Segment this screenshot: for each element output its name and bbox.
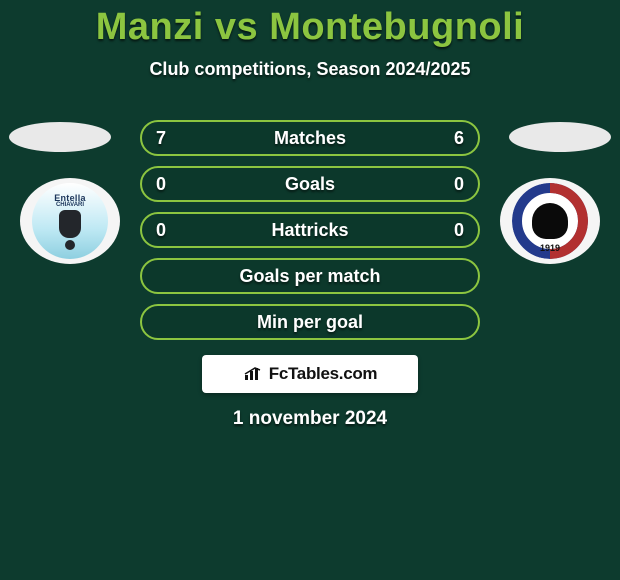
club-left-sub: CHIAVARI [56, 202, 84, 208]
sestri-crest-icon: 1919 [512, 183, 588, 259]
entella-ball-icon [65, 240, 75, 250]
fctables-label: FcTables.com [269, 364, 378, 384]
stat-label: Goals [142, 174, 478, 195]
date-text: 1 november 2024 [0, 408, 620, 430]
stat-right-value: 0 [454, 168, 464, 200]
stat-row-min-per-goal: Min per goal [140, 304, 480, 340]
player-left-portrait [9, 122, 111, 152]
player-right-portrait [509, 122, 611, 152]
entella-figure-icon [59, 210, 81, 238]
fctables-link[interactable]: FcTables.com [202, 355, 418, 393]
stats-list: 7 Matches 6 0 Goals 0 0 Hattricks 0 Goal… [140, 120, 480, 340]
club-right-badge: 1919 [500, 178, 600, 264]
stat-row-goals: 0 Goals 0 [140, 166, 480, 202]
stat-row-matches: 7 Matches 6 [140, 120, 480, 156]
stat-label: Goals per match [142, 266, 478, 287]
club-left-badge: Entella CHIAVARI [20, 178, 120, 264]
stat-label: Matches [142, 128, 478, 149]
club-right-year: 1919 [512, 243, 588, 253]
stat-right-value: 6 [454, 122, 464, 154]
stat-label: Min per goal [142, 312, 478, 333]
stat-row-goals-per-match: Goals per match [140, 258, 480, 294]
season-subtitle: Club competitions, Season 2024/2025 [0, 59, 620, 80]
page-title: Manzi vs Montebugnoli [0, 0, 620, 49]
comparison-card: Manzi vs Montebugnoli Club competitions,… [0, 0, 620, 580]
stat-right-value: 0 [454, 214, 464, 246]
stat-row-hattricks: 0 Hattricks 0 [140, 212, 480, 248]
entella-crest-icon: Entella CHIAVARI [32, 183, 108, 259]
bar-chart-icon [243, 366, 263, 382]
stat-label: Hattricks [142, 220, 478, 241]
sestri-head-icon [532, 203, 568, 239]
